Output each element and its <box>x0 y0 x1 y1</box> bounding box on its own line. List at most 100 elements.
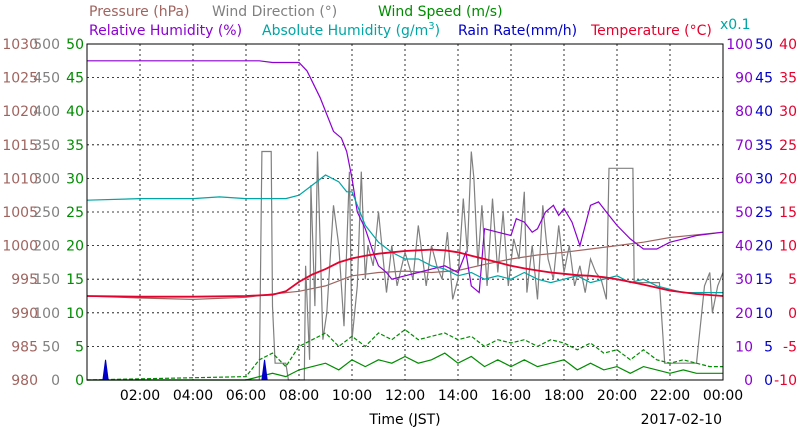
legend-wind-speed: Wind Speed (m/s) <box>378 4 503 20</box>
y-tick-temp: -10 <box>774 373 797 389</box>
legend-relative-humidity: Relative Humidity (%) <box>89 23 242 39</box>
legend-pressure: Pressure (hPa) <box>89 4 189 20</box>
series-wind-speed-m-s-gust <box>86 328 723 381</box>
y-tick-wind-speed: 40 <box>66 104 84 120</box>
y-tick-rh: 50 <box>735 205 753 221</box>
y-tick-temp: 40 <box>779 37 797 53</box>
y-tick-wind-speed: 10 <box>66 306 84 322</box>
y-tick-temp: 35 <box>779 71 797 87</box>
y-tick-rain: 15 <box>755 272 773 288</box>
series-wind-direction <box>87 150 724 381</box>
y-tick-rain: 40 <box>755 104 773 120</box>
y-tick-wind-dir: 50 <box>42 339 60 355</box>
y-tick-rain: 45 <box>755 71 773 87</box>
x-tick-label: 04:00 <box>173 388 213 404</box>
y-tick-rain: 25 <box>755 205 773 221</box>
y-tick-wind-speed: 50 <box>66 37 84 53</box>
y-tick-rh: 90 <box>735 71 753 87</box>
y-tick-wind-dir: 450 <box>33 71 60 87</box>
date-label: 2017-02-10 <box>641 412 722 428</box>
y-tick-temp: 10 <box>779 239 797 255</box>
x-tick-label: 16:00 <box>491 388 531 404</box>
y-axes: 1030102510201015101010051000995990985980… <box>2 37 797 389</box>
x-tick-label: 10:00 <box>332 388 372 404</box>
y-tick-wind-dir: 100 <box>33 306 60 322</box>
y-tick-rain: 35 <box>755 138 773 154</box>
x-tick-label: 20:00 <box>597 388 637 404</box>
legend-absolute-humidity-suffix: ) <box>435 23 440 39</box>
x-tick-label: 14:00 <box>438 388 478 404</box>
x-axis: 02:00 04:00 06:00 08:00 10:00 12:00 14:00 16:00… <box>120 388 743 404</box>
series-layer <box>86 60 724 381</box>
y-tick-wind-dir: 350 <box>33 138 60 154</box>
rain-rate-spike <box>261 359 268 381</box>
y-tick-pressure: 985 <box>11 339 38 355</box>
y-tick-wind-dir: 400 <box>33 104 60 120</box>
legend-absolute-humidity-label: Absolute Humidity (g/m <box>262 23 428 39</box>
y-tick-temp: 15 <box>779 205 797 221</box>
y-tick-rh: 80 <box>735 104 753 120</box>
y-tick-rain: 50 <box>755 37 773 53</box>
y-tick-rain: 30 <box>755 171 773 187</box>
y-tick-temp: 20 <box>779 171 797 187</box>
legend-absolute-humidity: Absolute Humidity (g/m3) <box>262 21 440 39</box>
y-tick-wind-dir: 300 <box>33 171 60 187</box>
y-tick-rh: 20 <box>735 306 753 322</box>
x-tick-label: 08:00 <box>279 388 319 404</box>
y-tick-temp: 0 <box>788 306 797 322</box>
y-tick-rh: 70 <box>735 138 753 154</box>
x-tick-label: 12:00 <box>385 388 425 404</box>
y-tick-wind-speed: 45 <box>66 71 84 87</box>
y-tick-rh: 30 <box>735 272 753 288</box>
y-tick-pressure: 1010 <box>2 171 38 187</box>
y-tick-rain: 0 <box>764 373 773 389</box>
legend-rain-rate: Rain Rate(mm/h) <box>458 23 577 39</box>
y-tick-pressure: 1020 <box>2 104 38 120</box>
y-tick-wind-dir: 150 <box>33 272 60 288</box>
y-tick-pressure: 1005 <box>2 205 38 221</box>
y-tick-rain: 10 <box>755 306 773 322</box>
y-tick-wind-speed: 0 <box>75 373 84 389</box>
y-tick-wind-speed: 5 <box>75 339 84 355</box>
legend-wind-direction: Wind Direction (°) <box>212 4 337 20</box>
y-tick-rh: 40 <box>735 239 753 255</box>
y-tick-wind-speed: 20 <box>66 239 84 255</box>
y-tick-wind-speed: 30 <box>66 171 84 187</box>
y-tick-wind-dir: 0 <box>51 373 60 389</box>
y-tick-pressure: 1030 <box>2 37 38 53</box>
series-wind-speed-m-s <box>87 352 723 381</box>
y-tick-wind-speed: 25 <box>66 205 84 221</box>
y-tick-rh: 100 <box>726 37 753 53</box>
y-tick-temp: 30 <box>779 104 797 120</box>
y-tick-rh: 10 <box>735 339 753 355</box>
grid <box>87 44 723 380</box>
y-tick-pressure: 995 <box>11 272 38 288</box>
y-tick-pressure: 980 <box>11 373 38 389</box>
y-tick-pressure: 1015 <box>2 138 38 154</box>
x-tick-label: 00:00 <box>703 388 743 404</box>
y-tick-wind-dir: 200 <box>33 239 60 255</box>
y-tick-pressure: 990 <box>11 306 38 322</box>
x-tick-label: 18:00 <box>544 388 584 404</box>
x-tick-label: 06:00 <box>226 388 266 404</box>
y-tick-wind-speed: 35 <box>66 138 84 154</box>
plot-frame <box>86 43 724 381</box>
y-tick-temp: 25 <box>779 138 797 154</box>
series-relative-humidity <box>87 60 724 294</box>
y-tick-pressure: 1000 <box>2 239 38 255</box>
y-tick-temp: -5 <box>783 339 797 355</box>
y-tick-pressure: 1025 <box>2 71 38 87</box>
y-tick-rain: 5 <box>764 339 773 355</box>
x-tick-label: 22:00 <box>650 388 690 404</box>
y-tick-rh: 0 <box>744 373 753 389</box>
y-tick-wind-speed: 15 <box>66 272 84 288</box>
y-tick-rain: 20 <box>755 239 773 255</box>
rain-rate-spike <box>102 359 109 381</box>
series-temperature-c <box>86 248 724 298</box>
y-tick-wind-dir: 500 <box>33 37 60 53</box>
y-tick-rh: 60 <box>735 171 753 187</box>
series-absolute-humidity-g-m3 <box>86 174 723 294</box>
legend-ah-scale: x0.1 <box>720 17 751 33</box>
legend-temperature: Temperature (°C) <box>590 23 712 39</box>
